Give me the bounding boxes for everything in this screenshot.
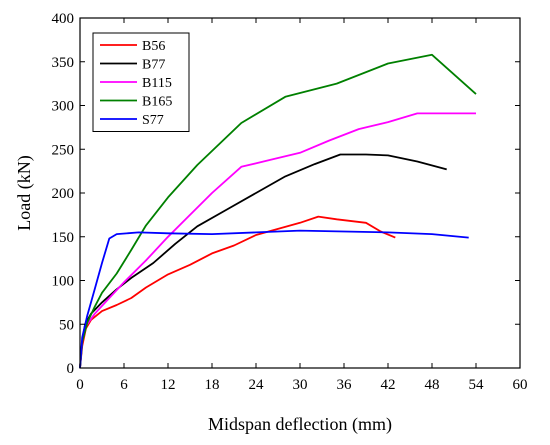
y-tick-label: 250 bbox=[52, 142, 75, 158]
legend-label: S77 bbox=[142, 113, 164, 128]
x-tick-label: 36 bbox=[337, 377, 353, 393]
series-line-b56 bbox=[79, 215, 396, 369]
series-line-b165 bbox=[79, 53, 477, 369]
legend-item-b165: B165 bbox=[100, 95, 172, 110]
y-tick-label: 200 bbox=[52, 186, 75, 202]
legend-label: B56 bbox=[142, 39, 165, 54]
y-tick-label: 150 bbox=[52, 230, 75, 246]
legend-label: B77 bbox=[142, 58, 165, 73]
tick-layer: 0 6 12 18 24 30 36 42 48 54 60 0 50 100 150 200 250 300 35… bbox=[52, 11, 528, 393]
x-tick-label: 30 bbox=[293, 377, 308, 393]
x-tick-label: 60 bbox=[513, 377, 528, 393]
series-layer bbox=[79, 53, 477, 369]
x-tick-label: 24 bbox=[249, 377, 265, 393]
legend-items: B56 B77 B115 B165 S77 bbox=[100, 39, 172, 128]
x-tick-label: 54 bbox=[469, 377, 485, 393]
y-tick-label: 100 bbox=[52, 274, 75, 290]
x-tick-label: 6 bbox=[120, 377, 128, 393]
legend: B56 B77 B115 B165 S77 bbox=[92, 32, 190, 132]
legend-item-b115: B115 bbox=[100, 76, 172, 91]
x-tick-label: 18 bbox=[205, 377, 220, 393]
series-line-s77 bbox=[79, 229, 469, 369]
y-tick-label: 350 bbox=[52, 55, 75, 71]
x-tick-label: 42 bbox=[381, 377, 396, 393]
y-tick-label: 300 bbox=[52, 99, 75, 115]
x-tick-label: 0 bbox=[76, 377, 84, 393]
y-axis-label: Load (kN) bbox=[14, 155, 35, 230]
y-tick-label: 400 bbox=[52, 11, 75, 27]
legend-label: B115 bbox=[142, 76, 172, 91]
series-line-b77 bbox=[79, 153, 447, 369]
series-line-b115 bbox=[79, 112, 476, 369]
x-tick-label: 12 bbox=[161, 377, 176, 393]
legend-item-s77: S77 bbox=[100, 113, 164, 128]
x-tick-label: 48 bbox=[425, 377, 440, 393]
x-axis-label: Midspan deflection (mm) bbox=[208, 414, 392, 435]
legend-item-b56: B56 bbox=[100, 39, 165, 54]
y-tick-label: 50 bbox=[59, 317, 74, 333]
y-tick-label: 0 bbox=[67, 361, 75, 377]
legend-label: B165 bbox=[142, 95, 172, 110]
legend-item-b77: B77 bbox=[100, 58, 165, 73]
